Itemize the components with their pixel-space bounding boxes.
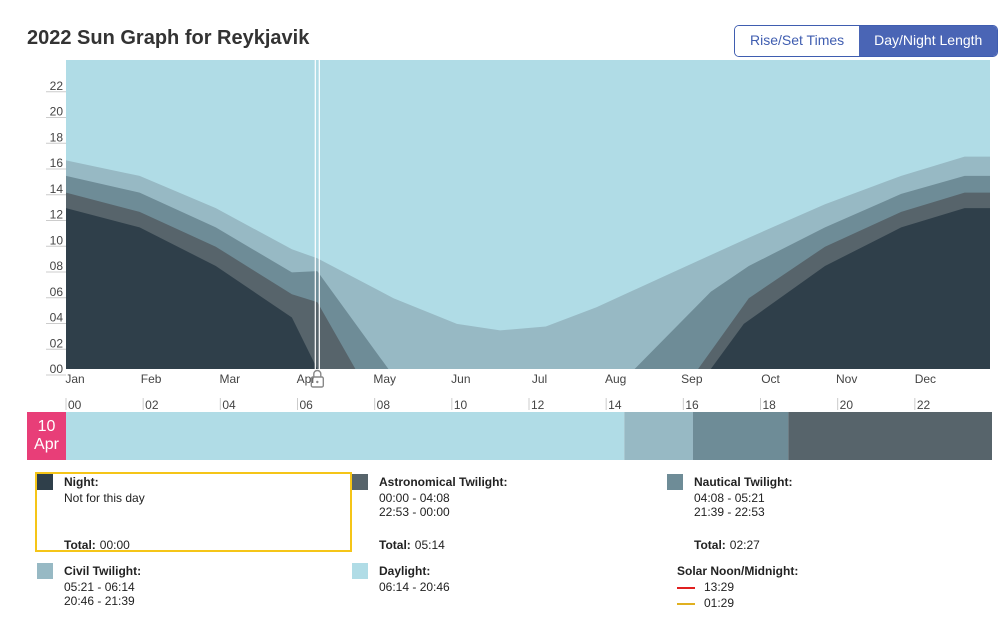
legend-daylight-line-1: 06:14 - 20:46 [379,580,450,594]
page-title: 2022 Sun Graph for Reykjavik [27,27,310,49]
legend-night-line-1: Not for this day [64,491,145,505]
astronomical-swatch [352,474,368,490]
day-bar-segment-nautical [692,412,789,460]
hour-tick-label: 16 [685,398,699,412]
hour-tick-label: 12 [531,398,545,412]
y-tick-label: 22 [50,79,64,93]
hour-tick-label: 02 [145,398,159,412]
y-tick-label: 20 [50,105,64,119]
nautical-swatch [667,474,683,490]
legend-astronomical-total-value: 05:14 [414,538,445,552]
legend-night-total-value: 00:00 [99,538,130,552]
legend-nautical-total-label: Total: [694,538,726,552]
legend-solar-noon: 13:29 [704,580,735,594]
solar-noon-line [677,587,695,589]
daylight-swatch [352,563,368,579]
legend-astronomical-name: Astronomical Twilight: [379,475,508,489]
legend-astronomical-total-label: Total: [379,538,411,552]
y-tick-label: 08 [50,259,64,273]
hour-tick-label: 22 [917,398,931,412]
month-label: Dec [915,372,936,386]
legend-nautical-total: Total: 02:27 [694,538,760,552]
sun-graph-chart[interactable]: 00 02 04 06 08 10 12 14 16 18 20 22 Jan Feb Mar Apr May J… [0,0,1000,470]
hour-tick-label: 10 [454,398,468,412]
hour-tick-label: 20 [840,398,854,412]
month-label: Feb [141,372,162,386]
month-label: Jun [451,372,470,386]
month-label: Nov [836,372,857,386]
legend-nautical-total-value: 02:27 [729,538,760,552]
month-label: Jul [532,372,547,386]
day-night-length-button[interactable]: Day/Night Length [859,26,998,56]
lock-icon[interactable] [310,376,325,388]
y-tick-label: 14 [50,182,64,196]
y-tick-label: 16 [50,156,64,170]
hour-tick-label: 04 [222,398,236,412]
month-label: Mar [220,372,241,386]
day-bar-segment-civil [624,412,693,460]
solar-midnight-line [677,603,695,605]
hour-tick-label: 08 [377,398,391,412]
y-tick-label: 12 [50,208,64,222]
month-label: Aug [605,372,626,386]
legend-daylight-name: Daylight: [379,564,431,578]
rise-set-times-button[interactable]: Rise/Set Times [735,26,860,56]
y-tick-label: 06 [50,285,64,299]
legend-solar-name: Solar Noon/Midnight: [677,564,799,578]
legend-astronomical-line-2: 22:53 - 00:00 [379,505,450,519]
month-label: Sep [681,372,703,386]
selected-month: Apr [34,436,59,453]
legend-astronomical-line-1: 00:00 - 04:08 [379,491,450,505]
night-swatch [37,474,53,490]
area-night [66,208,990,369]
legend-night-total-label: Total: [64,538,96,552]
civil-swatch [37,563,53,579]
y-tick-label: 02 [50,336,64,350]
month-label: May [373,372,396,386]
selected-day: 10 [37,418,56,435]
y-tick-label: 00 [50,362,64,376]
hour-tick-label: 00 [68,398,82,412]
hour-tick-label: 14 [608,398,622,412]
legend-civil-line-2: 20:46 - 21:39 [64,594,135,608]
hour-tick-label: 18 [763,398,777,412]
selected-date-badge: 10 Apr [27,412,66,460]
legend-night-total: Total: 00:00 [64,538,130,552]
hour-tick-label: 06 [300,398,314,412]
month-label: Jan [65,372,84,386]
legend-solar-midnight: 01:29 [704,596,735,610]
y-tick-label: 18 [50,130,64,144]
legend-nautical-line-1: 04:08 - 05:21 [694,491,765,505]
night-legend-highlight [35,472,352,552]
month-label: Apr [297,372,316,386]
legend-civil-line-1: 05:21 - 06:14 [64,580,135,594]
day-bar-segment-astronomical [788,412,992,460]
view-toggle: Rise/Set Times Day/Night Length [734,25,999,57]
y-tick-label: 10 [50,233,64,247]
legend-nautical-name: Nautical Twilight: [694,475,793,489]
y-tick-label: 04 [50,311,64,325]
legend-nautical-line-2: 21:39 - 22:53 [694,505,765,519]
lock-icon-shackle [313,369,322,377]
legend-astronomical-total: Total: 05:14 [379,538,445,552]
legend-night-name: Night: [64,475,99,489]
lock-icon-keyhole [316,380,319,384]
legend-civil-name: Civil Twilight: [64,564,142,578]
day-bar-segment-daylight [66,412,625,460]
month-label: Oct [761,372,780,386]
